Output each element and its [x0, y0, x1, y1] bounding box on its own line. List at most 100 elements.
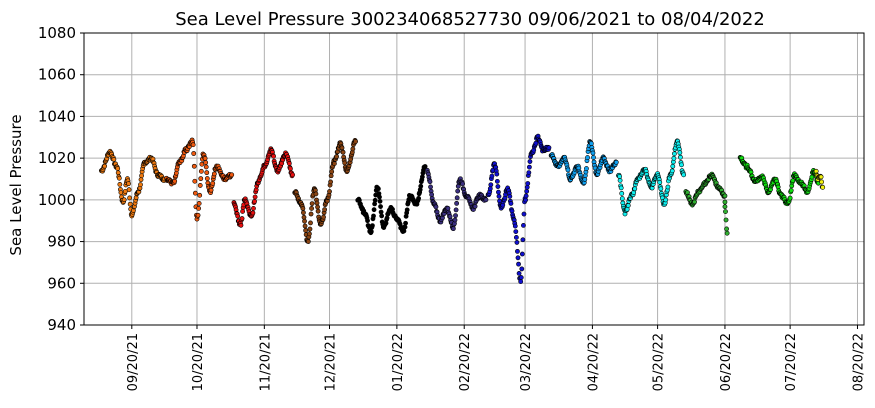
data-point [368, 229, 374, 234]
data-point [102, 163, 108, 169]
data-point [239, 216, 245, 221]
data-point [495, 184, 501, 189]
data-point [195, 212, 201, 218]
data-point [678, 154, 683, 160]
data-point [315, 204, 320, 210]
series-11 [813, 168, 826, 190]
data-point [302, 223, 308, 229]
data-point [584, 166, 589, 171]
series-6 [485, 133, 552, 284]
data-point [252, 194, 258, 200]
series-2 [231, 146, 295, 228]
data-point [460, 181, 465, 187]
data-point [489, 173, 495, 179]
data-point [196, 201, 202, 206]
data-point [313, 191, 319, 197]
data-point [118, 190, 124, 195]
data-point [204, 170, 210, 176]
data-point [139, 173, 144, 179]
data-point [665, 184, 671, 190]
data-point [619, 191, 625, 196]
data-point [418, 183, 424, 189]
data-point [309, 201, 315, 206]
data-point [340, 149, 346, 155]
data-point [681, 172, 687, 178]
data-point [454, 195, 460, 201]
data-point [329, 169, 335, 175]
data-point [321, 214, 326, 220]
data-point [204, 176, 210, 181]
data-point [203, 160, 209, 165]
data-point [546, 145, 552, 151]
data-point [670, 163, 676, 169]
x-tick-label: 02/20/22 [458, 333, 473, 391]
data-point [518, 279, 524, 284]
data-point [252, 198, 257, 204]
data-point [588, 141, 594, 146]
data-point [288, 166, 293, 172]
data-point [377, 198, 383, 204]
data-point [507, 194, 513, 199]
data-point [525, 181, 531, 186]
y-axis-label: Sea Level Pressure [7, 114, 25, 255]
y-tick-label: 1080 [38, 24, 76, 42]
data-point [496, 193, 502, 199]
data-point [452, 217, 458, 223]
data-point [196, 206, 202, 211]
data-point [488, 182, 494, 188]
data-point [203, 164, 209, 170]
data-point [308, 211, 314, 217]
data-point [582, 177, 588, 182]
data-point [301, 214, 307, 220]
series-8 [616, 138, 687, 217]
series-9 [683, 171, 730, 236]
data-point [331, 161, 337, 167]
data-point [450, 226, 456, 232]
data-point [116, 175, 122, 181]
data-point [433, 204, 439, 210]
data-point [454, 200, 460, 206]
data-point [820, 184, 826, 190]
data-point [512, 223, 518, 229]
data-point [403, 220, 408, 226]
data-point [191, 163, 197, 169]
data-point [523, 193, 529, 199]
data-point [669, 168, 675, 174]
data-point [308, 220, 313, 226]
x-tick-label: 12/20/21 [324, 333, 339, 391]
data-point [305, 239, 311, 244]
data-point [692, 199, 697, 205]
data-point [126, 181, 131, 187]
data-point [339, 145, 345, 151]
data-point [515, 248, 520, 254]
data-point [722, 193, 728, 199]
chart-title: Sea Level Pressure 300234068527730 09/06… [175, 9, 765, 30]
data-point [210, 180, 216, 186]
data-point [138, 182, 143, 188]
data-point [521, 211, 527, 217]
data-point [235, 213, 241, 219]
data-point [353, 139, 358, 144]
data-point [327, 189, 332, 194]
data-point [515, 255, 521, 261]
data-point [253, 187, 259, 193]
data-point [722, 204, 728, 210]
x-tick-label: 04/20/22 [586, 333, 601, 391]
data-point [402, 224, 408, 230]
data-point [342, 160, 348, 166]
data-point [723, 217, 729, 223]
data-point [521, 223, 526, 228]
data-point [115, 166, 121, 171]
x-tick-label: 07/20/22 [784, 333, 799, 391]
data-point [422, 164, 428, 169]
data-point [300, 206, 306, 211]
data-point [618, 185, 624, 191]
x-tick-label: 03/20/22 [519, 333, 534, 391]
data-point [613, 159, 619, 165]
series-4 [355, 164, 428, 236]
data-point [404, 207, 410, 213]
x-tick-label: 06/20/22 [719, 333, 734, 391]
data-point [453, 213, 458, 219]
series-3 [292, 137, 358, 244]
